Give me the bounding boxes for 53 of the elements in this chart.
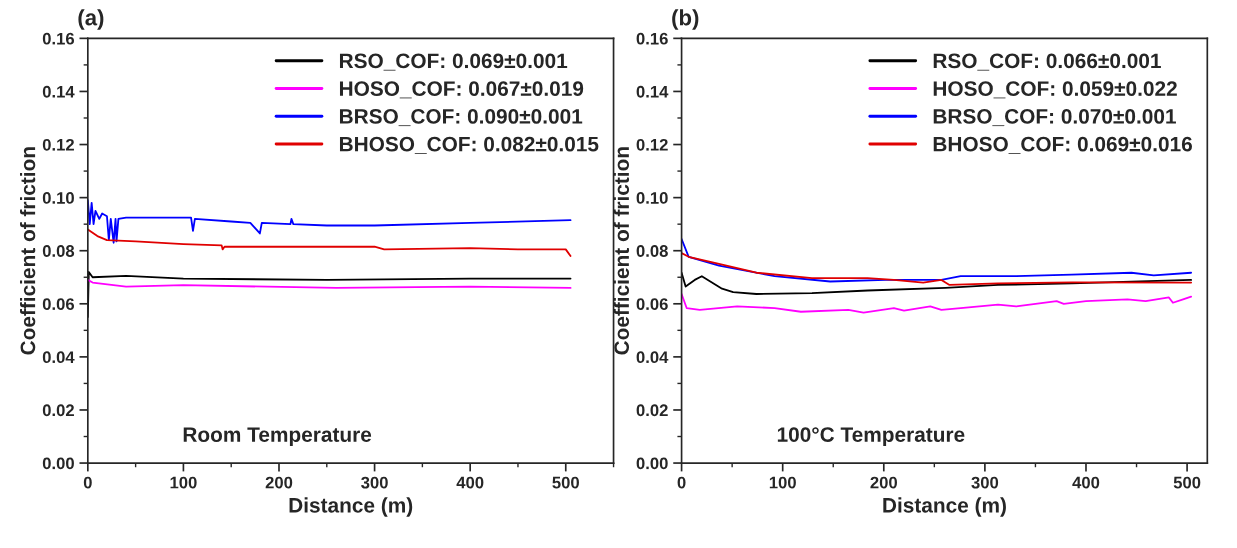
legend-label: BHOSO_COF: 0.069±0.016: [933, 136, 1192, 154]
y-tick-label: 0.04: [636, 351, 669, 364]
y-axis-title: Coefficient of friction: [613, 147, 630, 355]
legend-label: RSO_COF: 0.066±0.001: [933, 53, 1161, 71]
chart-title: (b): [672, 9, 699, 30]
y-tick-label: 0.00: [42, 457, 74, 470]
y-tick-label: 0.10: [42, 192, 74, 204]
line-series: [87, 228, 572, 257]
line-series: [681, 252, 1193, 286]
legend-label: HOSO_COF: 0.067±0.019: [339, 81, 584, 99]
annotation: Room Temperature: [183, 427, 372, 447]
x-tick-label: 300: [361, 476, 388, 489]
x-tick-label: 300: [971, 476, 999, 489]
legend-label: BHOSO_COF: 0.082±0.015: [339, 136, 599, 154]
x-tick-label: 400: [1072, 476, 1100, 489]
y-tick-label: 0.02: [42, 404, 74, 417]
y-tick-label: 0.06: [42, 298, 75, 310]
line-series: [87, 199, 572, 244]
y-tick-label: 0.00: [636, 457, 668, 470]
x-tick-label: 200: [870, 476, 898, 489]
x-tick-label: 0: [677, 476, 686, 489]
y-tick-label: 0.16: [636, 32, 668, 45]
y-tick-label: 0.08: [42, 245, 75, 257]
y-tick-label: 0.02: [636, 404, 668, 417]
y-tick-label: 0.04: [42, 351, 75, 364]
x-tick-label: 500: [1173, 476, 1201, 489]
legend-label: BRSO_COF: 0.090±0.001: [339, 109, 583, 127]
y-tick-label: 0.08: [636, 245, 668, 257]
chart-title: (a): [78, 9, 104, 30]
line-series: [681, 271, 1193, 295]
x-tick-label: 0: [83, 476, 92, 489]
y-tick-label: 0.12: [42, 138, 74, 151]
x-tick-label: 100: [769, 476, 796, 489]
y-tick-label: 0.10: [636, 192, 668, 204]
x-tick-label: 400: [456, 476, 484, 489]
legend-label: RSO_COF: 0.069±0.001: [339, 53, 568, 71]
legend-label: BRSO_COF: 0.070±0.001: [933, 109, 1176, 127]
y-tick-label: 0.16: [42, 32, 75, 45]
x-axis-title: Distance (m): [883, 497, 1006, 517]
x-tick-label: 100: [170, 476, 197, 489]
line-series: [87, 279, 572, 289]
x-tick-label: 500: [552, 476, 579, 489]
annotation: 100°C Temperature: [777, 427, 965, 447]
y-axis-title: Coefficient of friction: [20, 147, 36, 355]
y-tick-label: 0.14: [42, 85, 75, 98]
y-tick-label: 0.14: [636, 85, 669, 98]
x-tick-label: 200: [265, 476, 293, 489]
line-series: [681, 238, 1193, 283]
line-series: [681, 293, 1193, 314]
legend-label: HOSO_COF: 0.059±0.022: [933, 81, 1177, 99]
y-tick-label: 0.06: [636, 298, 668, 310]
x-axis-title: Distance (m): [289, 497, 413, 517]
y-tick-label: 0.12: [636, 138, 668, 151]
